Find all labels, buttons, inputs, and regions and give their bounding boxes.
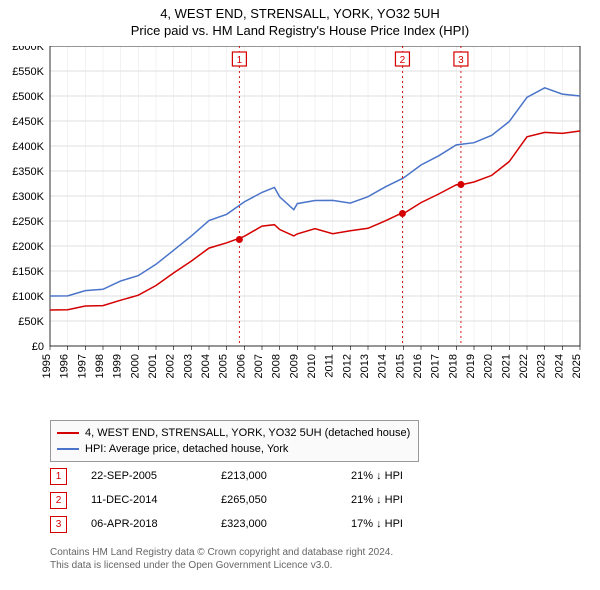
svg-text:£450K: £450K: [12, 116, 44, 128]
marker-date-2: 11-DEC-2014: [91, 494, 221, 506]
chart: £0 £50K £100K £150K £200K £250K £300K £350K £400…: [0, 46, 600, 406]
svg-text:2009: 2009: [288, 354, 300, 378]
marker-date-1: 22-SEP-2005: [91, 470, 221, 482]
legend-label-2: HPI: Average price, detached house, York: [85, 443, 288, 455]
footer: Contains HM Land Registry data © Crown c…: [50, 546, 393, 572]
svg-text:2020: 2020: [483, 354, 495, 378]
marker-delta-3: 17% ↓ HPI: [351, 518, 461, 530]
svg-text:2017: 2017: [430, 354, 442, 378]
svg-text:2023: 2023: [536, 354, 548, 378]
legend-row-2: HPI: Average price, detached house, York: [57, 441, 410, 457]
svg-text:£200K: £200K: [12, 241, 44, 253]
title-main: 4, WEST END, STRENSALL, YORK, YO32 5UH: [0, 6, 600, 21]
marker-row-3: 3 06-APR-2018 £323,000 17% ↓ HPI: [50, 512, 461, 536]
marker-delta-2: 21% ↓ HPI: [351, 494, 461, 506]
marker-delta-1: 21% ↓ HPI: [351, 470, 461, 482]
titles: 4, WEST END, STRENSALL, YORK, YO32 5UH P…: [0, 0, 600, 38]
svg-text:2006: 2006: [235, 354, 247, 378]
svg-text:2018: 2018: [447, 354, 459, 378]
marker-price-2: £265,050: [221, 494, 351, 506]
svg-text:2025: 2025: [571, 354, 583, 378]
svg-text:2003: 2003: [182, 354, 194, 378]
page: 4, WEST END, STRENSALL, YORK, YO32 5UH P…: [0, 0, 600, 590]
svg-text:£400K: £400K: [12, 141, 44, 153]
svg-text:£250K: £250K: [12, 216, 44, 228]
svg-text:3: 3: [458, 55, 464, 66]
chart-svg: £0 £50K £100K £150K £200K £250K £300K £350K £400…: [0, 46, 600, 406]
svg-text:2004: 2004: [200, 354, 212, 378]
svg-text:2010: 2010: [306, 354, 318, 378]
marker-price-3: £323,000: [221, 518, 351, 530]
legend-label-1: 4, WEST END, STRENSALL, YORK, YO32 5UH (…: [85, 427, 410, 439]
svg-text:2019: 2019: [465, 354, 477, 378]
footer-line-1: Contains HM Land Registry data © Crown c…: [50, 546, 393, 559]
legend: 4, WEST END, STRENSALL, YORK, YO32 5UH (…: [50, 420, 419, 462]
svg-text:1996: 1996: [59, 354, 71, 378]
svg-text:£50K: £50K: [18, 316, 44, 328]
svg-text:2007: 2007: [253, 354, 265, 378]
svg-text:2016: 2016: [412, 354, 424, 378]
svg-text:2012: 2012: [341, 354, 353, 378]
svg-text:2: 2: [400, 55, 406, 66]
svg-text:2013: 2013: [359, 354, 371, 378]
svg-text:2008: 2008: [271, 354, 283, 378]
svg-text:1999: 1999: [112, 354, 124, 378]
svg-text:£300K: £300K: [12, 191, 44, 203]
svg-text:2005: 2005: [218, 354, 230, 378]
svg-text:2011: 2011: [324, 354, 336, 378]
svg-text:1997: 1997: [76, 354, 88, 378]
marker-row-1: 1 22-SEP-2005 £213,000 21% ↓ HPI: [50, 464, 461, 488]
svg-text:2002: 2002: [165, 354, 177, 378]
svg-text:2015: 2015: [394, 354, 406, 378]
marker-table: 1 22-SEP-2005 £213,000 21% ↓ HPI 2 11-DE…: [50, 464, 461, 536]
svg-text:2001: 2001: [147, 354, 159, 378]
svg-text:1995: 1995: [41, 354, 53, 378]
svg-text:2021: 2021: [500, 354, 512, 378]
marker-row-2: 2 11-DEC-2014 £265,050 21% ↓ HPI: [50, 488, 461, 512]
svg-text:1: 1: [237, 55, 243, 66]
svg-text:2014: 2014: [377, 354, 389, 378]
title-sub: Price paid vs. HM Land Registry's House …: [0, 23, 600, 38]
marker-badge-2: 2: [50, 492, 67, 509]
svg-text:£350K: £350K: [12, 166, 44, 178]
svg-text:£600K: £600K: [12, 46, 44, 53]
svg-text:1998: 1998: [94, 354, 106, 378]
marker-badge-3: 3: [50, 516, 67, 533]
svg-text:2022: 2022: [518, 354, 530, 378]
marker-price-1: £213,000: [221, 470, 351, 482]
marker-badge-1: 1: [50, 468, 67, 485]
svg-text:2024: 2024: [553, 354, 565, 378]
svg-text:2000: 2000: [129, 354, 141, 378]
svg-text:£100K: £100K: [12, 291, 44, 303]
svg-text:£550K: £550K: [12, 66, 44, 78]
footer-line-2: This data is licensed under the Open Gov…: [50, 559, 393, 572]
svg-text:£150K: £150K: [12, 266, 44, 278]
marker-date-3: 06-APR-2018: [91, 518, 221, 530]
svg-text:£500K: £500K: [12, 91, 44, 103]
legend-row-1: 4, WEST END, STRENSALL, YORK, YO32 5UH (…: [57, 425, 410, 441]
svg-text:£0: £0: [32, 341, 44, 353]
legend-swatch-1: [57, 432, 79, 434]
legend-swatch-2: [57, 448, 79, 450]
